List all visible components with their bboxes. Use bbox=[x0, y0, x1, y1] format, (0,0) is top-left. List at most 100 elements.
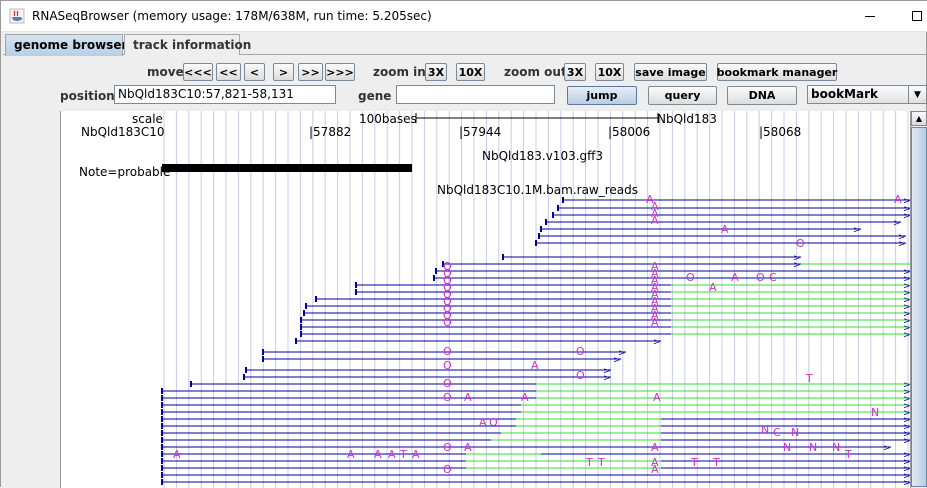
mismatch-base: C bbox=[769, 271, 777, 284]
tab-track-information[interactable]: track information bbox=[124, 34, 240, 55]
mismatch-base: T bbox=[585, 456, 593, 469]
maximize-button[interactable] bbox=[903, 5, 927, 27]
mismatch-base: A bbox=[651, 214, 659, 227]
bookmark-manager-button[interactable]: bookmark manager bbox=[717, 63, 837, 81]
mismatch-base: A bbox=[653, 391, 661, 404]
mismatch-base: A bbox=[651, 463, 659, 476]
bookmark-select-value: bookMark bbox=[811, 87, 878, 101]
mismatch-base: N bbox=[871, 406, 879, 419]
move-far-left-button[interactable]: <<< bbox=[183, 63, 213, 81]
zoom-in-label: zoom in bbox=[373, 65, 426, 79]
ruler-tick-1: |57882 bbox=[309, 125, 351, 139]
mismatch-base: N bbox=[791, 426, 799, 439]
read-arrow: > bbox=[883, 444, 891, 454]
zoom-in-3x-button[interactable]: 3X bbox=[425, 63, 447, 81]
mismatch-base: O bbox=[576, 369, 585, 382]
mismatch-base: A bbox=[709, 281, 717, 294]
ruler-tick-2: |57944 bbox=[459, 125, 501, 139]
mismatch-base: O bbox=[576, 345, 585, 358]
mismatch-base: O bbox=[443, 463, 452, 476]
move-right-more-button[interactable]: >> bbox=[298, 63, 323, 81]
minimize-icon bbox=[865, 16, 875, 17]
mismatch-base: T bbox=[399, 448, 407, 461]
mismatch-base: A bbox=[388, 448, 396, 461]
zoom-out-10x-button[interactable]: 10X bbox=[595, 63, 624, 81]
title-bar: RNASeqBrowser (memory usage: 178M/638M, … bbox=[1, 1, 927, 32]
mismatch-base: T bbox=[805, 372, 813, 385]
arrow-up-icon[interactable]: ▲ bbox=[911, 111, 927, 126]
read-arrow: > bbox=[603, 374, 611, 384]
mismatch-base: O bbox=[756, 271, 765, 284]
gff-track-name: NbQld183.v103.gff3 bbox=[482, 149, 603, 163]
mismatch-base: N bbox=[809, 441, 817, 454]
move-right-button[interactable]: > bbox=[273, 63, 294, 81]
track-label-panel bbox=[1, 111, 60, 488]
mismatch-base: O bbox=[443, 377, 452, 390]
query-button[interactable]: query bbox=[648, 86, 717, 105]
mismatch-base: O bbox=[686, 271, 695, 284]
ruler-tick-3: |58006 bbox=[608, 125, 650, 139]
canvas-vertical-scrollbar[interactable]: ▲ bbox=[910, 111, 927, 488]
mismatch-base: N bbox=[761, 423, 769, 436]
canvas-scroll-thumb[interactable] bbox=[911, 127, 927, 487]
mismatch-base: T bbox=[597, 456, 605, 469]
mismatch-base: A bbox=[347, 448, 355, 461]
mismatch-base: A bbox=[521, 391, 529, 404]
window-title: RNASeqBrowser (memory usage: 178M/638M, … bbox=[32, 9, 432, 23]
bookmark-select[interactable]: bookMark ▼ bbox=[807, 85, 927, 104]
genome-canvas-svg: >>>>>>>>>>>>>>>>>>>>>>>>>>>>>>>>>>>>>>>A… bbox=[61, 111, 911, 488]
move-far-right-button[interactable]: >>> bbox=[325, 63, 355, 81]
mismatch-base: A bbox=[651, 441, 659, 454]
mismatch-base: A bbox=[412, 448, 420, 461]
mismatch-base: N bbox=[832, 441, 840, 454]
zoom-out-label: zoom out bbox=[504, 65, 567, 79]
move-left-button[interactable]: < bbox=[244, 63, 265, 81]
mismatch-base: A bbox=[531, 359, 539, 372]
dna-button[interactable]: DNA bbox=[727, 86, 797, 105]
move-left-more-button[interactable]: << bbox=[216, 63, 241, 81]
genome-canvas[interactable]: >>>>>>>>>>>>>>>>>>>>>>>>>>>>>>>>>>>>>>>A… bbox=[60, 111, 910, 488]
scale-bar-right-label: NbQld183 bbox=[657, 112, 717, 126]
mismatch-base: C bbox=[773, 426, 781, 439]
mismatch-base: O bbox=[489, 416, 498, 429]
mismatch-base: A bbox=[651, 316, 659, 329]
maximize-icon bbox=[912, 11, 922, 21]
mismatch-base: O bbox=[796, 237, 805, 250]
gene-label: gene bbox=[358, 89, 391, 103]
mismatch-base: A bbox=[464, 391, 472, 404]
ruler-tick-4: |58068 bbox=[759, 125, 801, 139]
scale-bar-label: 100bases bbox=[359, 112, 417, 126]
mismatch-base: T bbox=[712, 456, 720, 469]
tab-bar: genome browser track information bbox=[3, 33, 926, 55]
zoom-out-3x-button[interactable]: 3X bbox=[564, 63, 586, 81]
mismatch-base: T bbox=[690, 456, 698, 469]
read-arrow: > bbox=[613, 356, 621, 366]
tab-genome-browser[interactable]: genome browser bbox=[5, 34, 123, 56]
read-arrow: > bbox=[793, 261, 801, 271]
java-cup-icon bbox=[9, 8, 25, 24]
read-arrow: > bbox=[853, 226, 861, 236]
read-arrow: > bbox=[893, 219, 901, 229]
zoom-in-10x-button[interactable]: 10X bbox=[456, 63, 485, 81]
mismatch-base: A bbox=[464, 441, 472, 454]
mismatch-base: A bbox=[731, 271, 739, 284]
chrom-label: NbQld183C10 bbox=[81, 125, 165, 139]
position-label: position bbox=[60, 89, 115, 103]
save-image-button[interactable]: save image bbox=[634, 63, 707, 81]
mismatch-base: A bbox=[173, 448, 181, 461]
jump-button[interactable]: jump bbox=[567, 86, 637, 105]
mismatch-base: O bbox=[443, 316, 452, 329]
scale-label: scale bbox=[132, 112, 163, 126]
mismatch-base: A bbox=[479, 416, 487, 429]
minimize-button[interactable] bbox=[856, 5, 884, 27]
gff-feature-label: Note=probable bbox=[79, 165, 170, 179]
chevron-down-icon: ▼ bbox=[908, 86, 926, 103]
gene-input[interactable] bbox=[396, 85, 555, 104]
mismatch-base: A bbox=[374, 448, 382, 461]
mismatch-base: A bbox=[721, 223, 729, 236]
position-input[interactable]: NbQld183C10:57,821-58,131 bbox=[114, 85, 336, 104]
read-arrow: > bbox=[898, 240, 906, 250]
mismatch-base: T bbox=[844, 448, 852, 461]
mismatch-base: A bbox=[894, 193, 902, 206]
